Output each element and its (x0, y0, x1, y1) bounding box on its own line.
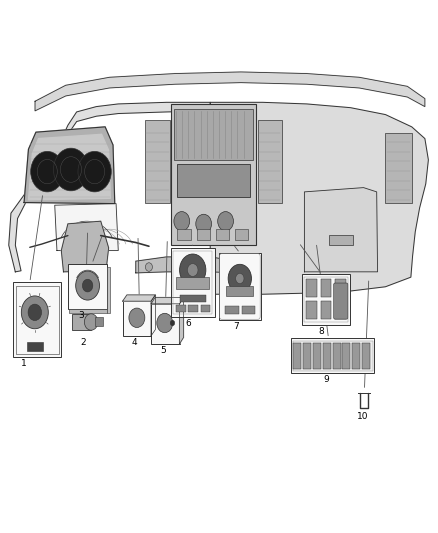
Text: 7: 7 (233, 322, 239, 330)
Bar (177, 164, 250, 197)
Bar (323, 343, 331, 369)
Circle shape (220, 263, 227, 271)
Bar (321, 279, 331, 297)
Circle shape (76, 271, 99, 300)
Bar (242, 306, 255, 314)
Text: 10: 10 (357, 413, 368, 421)
Bar (385, 133, 412, 203)
Bar (145, 120, 170, 203)
Bar (225, 306, 239, 314)
Bar (332, 343, 340, 369)
Bar (180, 295, 206, 302)
Circle shape (21, 296, 48, 329)
Bar (328, 235, 353, 245)
Circle shape (82, 279, 93, 292)
Bar (219, 253, 261, 320)
Bar (69, 309, 107, 313)
Polygon shape (123, 295, 155, 301)
Circle shape (157, 313, 173, 333)
Bar (72, 314, 91, 330)
Circle shape (218, 212, 233, 231)
Circle shape (187, 264, 198, 277)
Bar (151, 304, 180, 344)
Text: 6: 6 (185, 319, 191, 328)
Polygon shape (304, 188, 378, 272)
Bar (303, 343, 311, 369)
Bar (27, 342, 43, 351)
Bar (107, 268, 110, 313)
Polygon shape (28, 134, 110, 200)
Circle shape (31, 151, 64, 192)
Bar (176, 277, 209, 289)
Bar (335, 279, 346, 297)
Bar (176, 305, 186, 312)
Bar (174, 109, 253, 160)
Circle shape (196, 214, 212, 233)
FancyBboxPatch shape (334, 283, 348, 319)
Bar (123, 301, 151, 336)
Circle shape (78, 151, 111, 192)
Bar (343, 343, 350, 369)
Bar (171, 104, 256, 245)
Circle shape (28, 304, 42, 320)
Bar (173, 251, 212, 314)
Bar (68, 264, 107, 309)
Bar (291, 338, 374, 373)
Bar (197, 229, 210, 240)
Text: 8: 8 (318, 327, 324, 336)
Text: 1: 1 (21, 359, 27, 368)
Bar (293, 343, 301, 369)
Bar (95, 317, 103, 326)
Bar (201, 305, 210, 312)
Text: 5: 5 (160, 346, 166, 354)
Bar (13, 282, 61, 357)
Circle shape (145, 263, 152, 271)
Bar (306, 301, 317, 319)
Bar (216, 229, 229, 240)
Bar (362, 343, 370, 369)
Bar (188, 305, 198, 312)
Polygon shape (61, 221, 109, 272)
Circle shape (85, 314, 98, 330)
Circle shape (236, 273, 244, 284)
Circle shape (53, 148, 88, 191)
Bar (16, 286, 59, 354)
Text: 2: 2 (81, 338, 86, 346)
Bar (304, 277, 348, 322)
Circle shape (129, 308, 145, 327)
Polygon shape (136, 257, 237, 273)
Circle shape (174, 212, 190, 231)
Polygon shape (9, 102, 210, 272)
Polygon shape (151, 295, 155, 336)
Circle shape (180, 254, 206, 286)
Bar (313, 343, 321, 369)
Polygon shape (35, 72, 425, 111)
Polygon shape (210, 102, 428, 294)
Text: 4: 4 (132, 338, 137, 346)
Bar (171, 248, 215, 317)
Polygon shape (180, 297, 184, 344)
Polygon shape (55, 204, 118, 251)
Polygon shape (24, 127, 115, 204)
Text: 9: 9 (323, 375, 329, 384)
Bar (306, 279, 317, 297)
Bar (226, 287, 253, 296)
Bar (177, 229, 191, 240)
Text: 3: 3 (78, 311, 84, 320)
Bar (352, 343, 360, 369)
Bar (258, 120, 282, 203)
Circle shape (228, 264, 251, 293)
Bar (321, 301, 331, 319)
Polygon shape (151, 297, 184, 304)
Bar (293, 341, 373, 371)
Circle shape (170, 320, 175, 326)
Bar (302, 274, 350, 325)
Bar (335, 301, 346, 319)
Circle shape (180, 260, 187, 269)
Bar (235, 229, 248, 240)
